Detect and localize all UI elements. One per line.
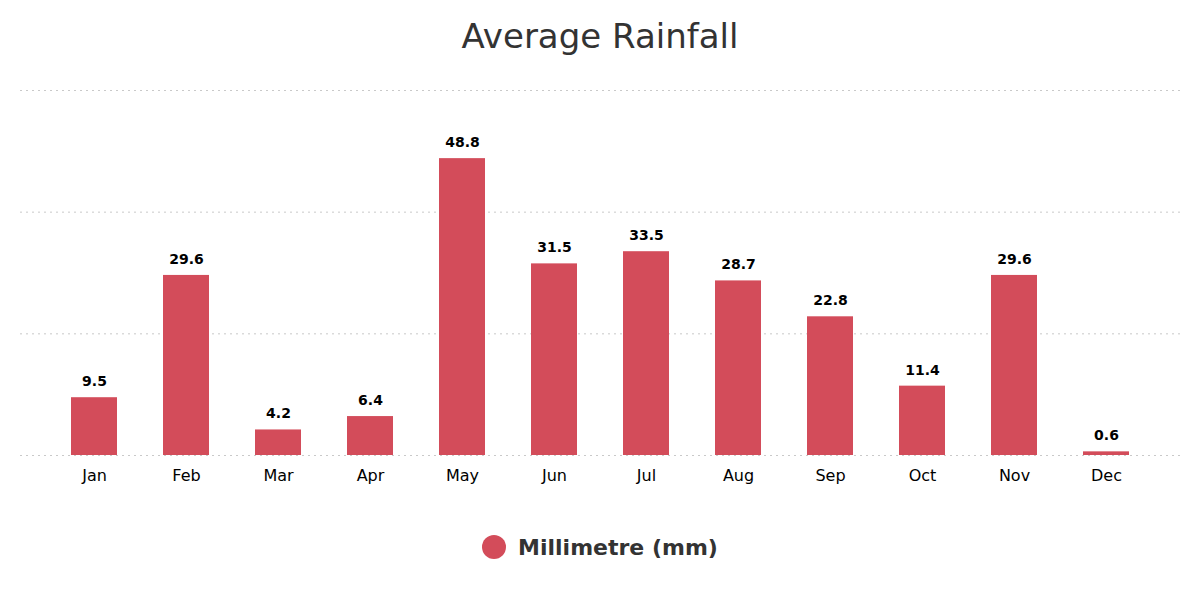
svg-text:Dec: Dec	[1091, 466, 1122, 485]
html-text:Millimetre (mm): Millimetre (mm)	[518, 534, 718, 560]
html-text:Average Rainfall: Average Rainfall	[461, 16, 739, 56]
svg-text:Aug: Aug	[723, 466, 754, 485]
svg-text:Jul: Jul	[636, 466, 656, 485]
svg-text:Jan: Jan	[81, 466, 107, 485]
svg-text:29.6: 29.6	[997, 251, 1032, 267]
svg-text:48.8: 48.8	[445, 134, 480, 150]
svg-text:0.6: 0.6	[1094, 427, 1119, 443]
svg-text:28.7: 28.7	[721, 256, 756, 272]
svg-text:Feb: Feb	[172, 466, 200, 485]
svg-text:6.4: 6.4	[358, 392, 383, 408]
svg-text:22.8: 22.8	[813, 292, 848, 308]
svg-text:29.6: 29.6	[169, 251, 204, 267]
svg-text:Mar: Mar	[263, 466, 294, 485]
svg-text:4.2: 4.2	[266, 405, 291, 421]
svg-text:11.4: 11.4	[905, 362, 940, 378]
svg-text:Nov: Nov	[999, 466, 1030, 485]
svg-text:Jun: Jun	[541, 466, 567, 485]
svg-text:May: May	[446, 466, 479, 485]
svg-text:31.5: 31.5	[537, 239, 572, 255]
svg-text:Apr: Apr	[357, 466, 385, 485]
svg-text:33.5: 33.5	[629, 227, 664, 243]
svg-text:9.5: 9.5	[82, 373, 107, 389]
svg-text:Sep: Sep	[815, 466, 845, 485]
svg-text:Oct: Oct	[909, 466, 937, 485]
